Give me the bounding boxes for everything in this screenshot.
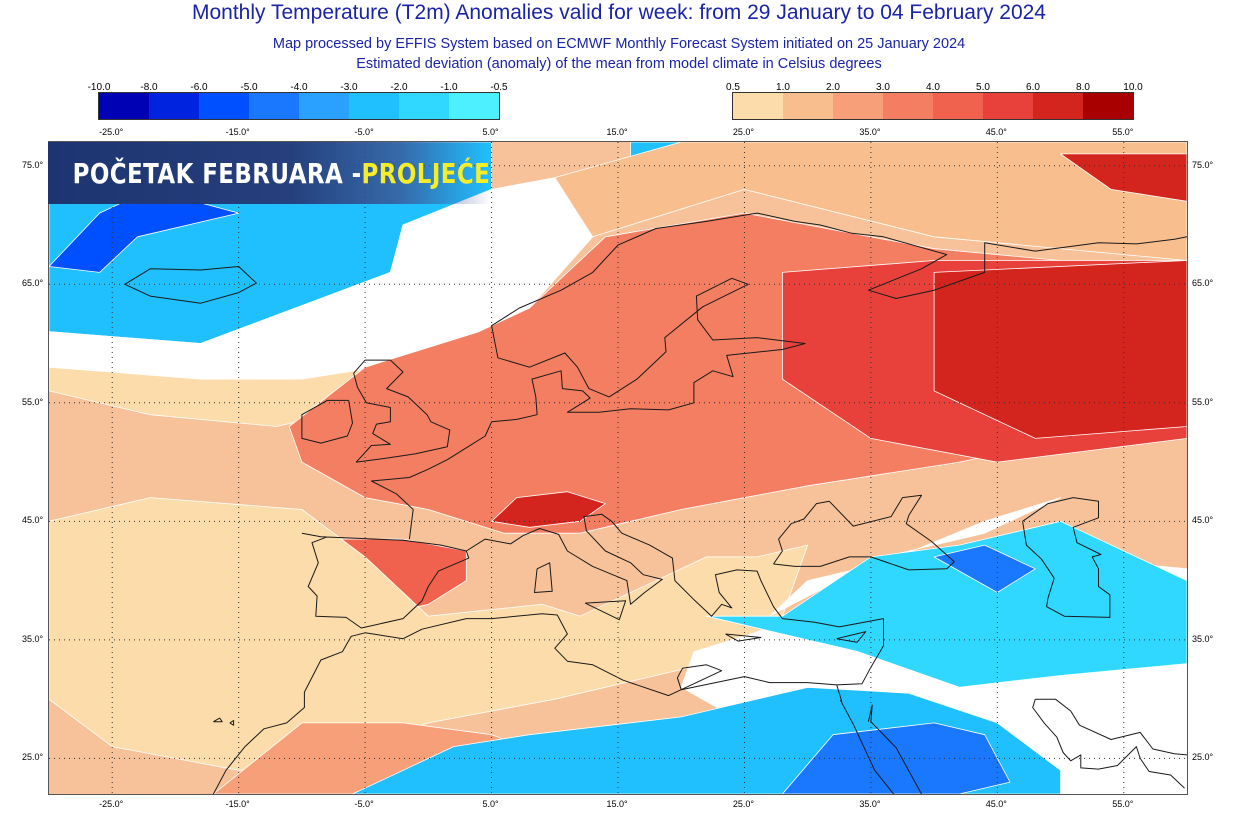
longitude-label: 5.0° xyxy=(482,127,499,137)
coastline xyxy=(773,494,955,571)
cool-colorbar-tick-label: -3.0 xyxy=(340,82,358,93)
longitude-label: 35.0° xyxy=(859,127,881,137)
latitude-label: 65.0° xyxy=(1192,278,1214,289)
anomaly-region-turkey-cool xyxy=(706,520,1187,688)
latitude-label: 55.0° xyxy=(1192,396,1214,407)
cool-colorbar-tick-label: -10.0 xyxy=(87,82,111,93)
latitude-label: 45.0° xyxy=(22,515,44,526)
warm-colorbar-swatch-2 xyxy=(833,93,883,119)
warm-colorbar-swatch-5 xyxy=(983,93,1033,119)
longitude-label: 25.0° xyxy=(732,799,754,809)
warm-colorbar-tick-label: 5.0 xyxy=(976,82,990,93)
latitude-label: 65.0° xyxy=(22,278,44,289)
longitude-label: -15.0° xyxy=(225,127,250,137)
coastline xyxy=(534,562,553,593)
longitude-label: 25.0° xyxy=(732,127,754,137)
anomaly-region-arctic-coast-band xyxy=(554,142,1187,261)
anomaly-map-canvas xyxy=(49,142,1187,794)
cool-colorbar-tick-label: -5.0 xyxy=(240,82,258,93)
longitude-label: -5.0° xyxy=(354,799,374,809)
anomaly-region-alps-hot xyxy=(491,491,606,528)
cool-colorbar-tick-label: -4.0 xyxy=(290,82,308,93)
coastline xyxy=(353,359,451,463)
map-subtitle-units: Estimated deviation (anomaly) of the mea… xyxy=(356,56,882,72)
banner-text-main: POČETAK FEBRUARA - xyxy=(72,156,362,190)
cool-colorbar-swatch-4 xyxy=(299,93,349,119)
warm-colorbar-tick-label: 0.5 xyxy=(726,82,740,93)
longitude-label: 35.0° xyxy=(859,799,881,809)
coastline xyxy=(1035,698,1187,756)
coastline xyxy=(229,720,235,726)
warm-colorbar-tick-label: 1.0 xyxy=(776,82,790,93)
longitude-label: 55.0° xyxy=(1112,799,1134,809)
banner-text-highlight: PROLJEĆE xyxy=(361,156,491,190)
anomaly-region-russia-very-hot xyxy=(933,260,1187,439)
latitude-label: 25.0° xyxy=(22,752,44,763)
warm-colorbar-tick-label: 8.0 xyxy=(1076,82,1090,93)
headline-banner: POČETAK FEBRUARA - PROLJEĆE xyxy=(48,142,491,204)
warm-colorbar-tick-label: 3.0 xyxy=(876,82,890,93)
cool-colorbar-tick-label: -2.0 xyxy=(390,82,408,93)
coastline xyxy=(301,532,470,629)
cool-colorbar-tick-label: -8.0 xyxy=(140,82,158,93)
latitude-label: 25.0° xyxy=(1192,752,1214,763)
coastline xyxy=(836,684,894,794)
coastline xyxy=(584,600,627,621)
longitude-label: 15.0° xyxy=(606,799,628,809)
cool-colorbar-swatch-6 xyxy=(399,93,449,119)
warm-colorbar-swatch-6 xyxy=(1033,93,1083,119)
warm-colorbar-tick-label: 2.0 xyxy=(826,82,840,93)
latitude-label: 75.0° xyxy=(1192,159,1214,170)
cool-colorbar-swatch-3 xyxy=(249,93,299,119)
cool-colorbar-tick-label: -0.5 xyxy=(490,82,508,93)
map-subtitle-processing: Map processed by EFFIS System based on E… xyxy=(272,36,966,52)
warm-colorbar-swatch-1 xyxy=(783,93,833,119)
warm-colorbar-swatch-0 xyxy=(733,93,783,119)
longitude-label: -15.0° xyxy=(225,799,250,809)
warm-colorbar-swatch-7 xyxy=(1083,93,1133,119)
longitude-label: -25.0° xyxy=(99,127,124,137)
warm-colorbar-tick-label: 4.0 xyxy=(926,82,940,93)
coastline xyxy=(124,266,257,304)
cool-colorbar-swatch-7 xyxy=(449,93,499,119)
longitude-label: 15.0° xyxy=(606,127,628,137)
cool-colorbar-swatch-5 xyxy=(349,93,399,119)
coastline xyxy=(213,717,223,723)
cool-colorbar-tick-label: -1.0 xyxy=(440,82,458,93)
map-title: Monthly Temperature (T2m) Anomalies vali… xyxy=(191,1,1046,24)
coastline xyxy=(867,704,922,794)
coastline xyxy=(370,212,1187,540)
cool-colorbar-swatch-2 xyxy=(199,93,249,119)
latitude-label: 55.0° xyxy=(22,396,44,407)
latitude-label: 35.0° xyxy=(22,633,44,644)
anomaly-region-greenland-sea-cold xyxy=(49,189,240,273)
coastline xyxy=(212,513,884,794)
anomaly-region-caucasus-cold xyxy=(933,544,1036,593)
anomaly-region-arabia-cold xyxy=(782,722,1011,794)
longitude-label: -5.0° xyxy=(354,127,374,137)
anomaly-map xyxy=(48,141,1188,795)
warm-colorbar-swatch-4 xyxy=(933,93,983,119)
warm-colorbar-tick-label: 6.0 xyxy=(1026,82,1040,93)
longitude-label: 5.0° xyxy=(482,799,499,809)
longitude-label: 45.0° xyxy=(985,127,1007,137)
longitude-label: 45.0° xyxy=(985,799,1007,809)
warm-colorbar-tick-label: 10.0 xyxy=(1123,82,1143,93)
latitude-label: 45.0° xyxy=(1192,515,1214,526)
cool-anomaly-colorbar xyxy=(98,92,500,120)
cool-colorbar-swatch-1 xyxy=(149,93,199,119)
longitude-label: 55.0° xyxy=(1112,127,1134,137)
latitude-label: 75.0° xyxy=(22,159,44,170)
coastline xyxy=(1022,497,1111,618)
coastline xyxy=(725,633,762,642)
coastline xyxy=(301,399,353,444)
latitude-label: 35.0° xyxy=(1192,633,1214,644)
longitude-label: -25.0° xyxy=(99,799,124,809)
coastline xyxy=(836,631,867,643)
cool-colorbar-swatch-0 xyxy=(99,93,149,119)
cool-colorbar-tick-label: -6.0 xyxy=(190,82,208,93)
warm-anomaly-colorbar xyxy=(732,92,1134,120)
warm-colorbar-swatch-3 xyxy=(883,93,933,119)
coastline xyxy=(1032,699,1185,789)
